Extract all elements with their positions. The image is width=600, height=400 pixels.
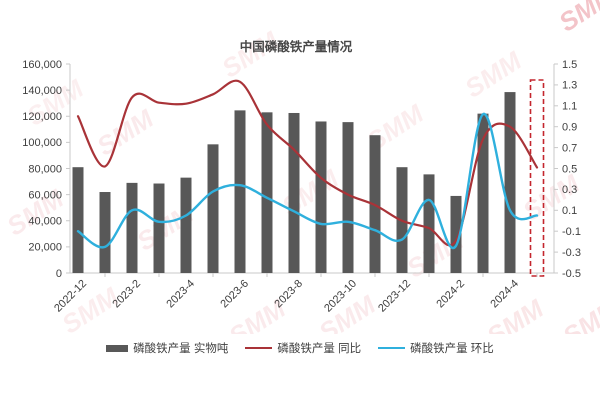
left-axis-tick-label: 60,000 <box>28 189 62 201</box>
left-axis-tick-label: 20,000 <box>28 242 62 254</box>
production-bar <box>288 112 300 273</box>
mom-line <box>76 112 539 250</box>
left-axis-tick-label: 40,000 <box>28 216 62 228</box>
smm-watermark: SMM <box>553 0 600 38</box>
production-bar <box>234 110 246 273</box>
legend-item-production: 磷酸铁产量 实物吨 <box>106 340 228 356</box>
forecast-highlight-box <box>529 79 545 277</box>
legend-label-mom: 磷酸铁产量 环比 <box>410 343 494 355</box>
right-axis-tick-label: 0.7 <box>562 142 577 154</box>
production-bar <box>450 195 462 273</box>
right-axis-tick-label: 1.5 <box>562 59 577 71</box>
production-bar <box>207 144 219 273</box>
left-axis-tick-label: 120,000 <box>22 111 62 123</box>
smm-watermark: SMM <box>216 25 284 84</box>
production-combo-chart: SMMSMMSMMSMMSMMSMMSMMSMMSMMSMMSMMSMMSMMS… <box>1 0 600 352</box>
production-bar <box>153 183 165 273</box>
x-axis-tick-label: 2024-2 <box>434 278 467 311</box>
production-bar <box>504 92 516 273</box>
right-axis-tick-label: 0.3 <box>562 184 577 196</box>
legend-label-production: 磷酸铁产量 实物吨 <box>133 343 229 355</box>
left-axis-tick-label: 100,000 <box>22 137 62 149</box>
legend-item-yoy: 磷酸铁产量 同比 <box>245 340 361 356</box>
production-bar <box>99 192 111 273</box>
right-axis-tick-label: -0.1 <box>562 226 581 238</box>
left-axis-tick-label: 160,000 <box>22 59 62 71</box>
production-bar <box>261 112 273 273</box>
production-bar <box>72 167 84 273</box>
smm-watermark: SMM <box>276 163 344 222</box>
production-bar <box>477 113 489 273</box>
right-axis-tick-label: 1.3 <box>562 80 577 92</box>
right-axis-tick-label: -0.5 <box>562 268 581 280</box>
right-axis-tick-label: 0.5 <box>562 163 577 175</box>
x-axis-tick-label: 2023-6 <box>218 278 251 311</box>
smm-watermark: SMM <box>459 45 527 104</box>
legend-item-mom: 磷酸铁产量 环比 <box>378 340 494 356</box>
chart-title: 中国磷酸铁产量情况 <box>240 39 353 54</box>
x-axis-tick-label: 2023-12 <box>376 278 413 315</box>
production-bar <box>315 121 327 273</box>
production-bar <box>180 177 192 273</box>
right-axis-tick-label: 0.9 <box>562 122 577 134</box>
left-axis-tick-label: 0 <box>56 268 62 280</box>
production-bar <box>126 182 138 273</box>
legend-label-yoy: 磷酸铁产量 同比 <box>277 343 362 355</box>
right-axis-tick-label: 1.1 <box>562 101 577 113</box>
right-axis-tick-label: -0.3 <box>562 247 581 259</box>
yoy-line-swatch-icon <box>245 346 273 350</box>
left-axis-tick-label: 80,000 <box>28 163 62 175</box>
x-axis-tick-label: 2023-8 <box>272 278 305 311</box>
legend: 磷酸铁产量 实物吨 磷酸铁产量 同比 磷酸铁产量 环比 <box>0 334 600 362</box>
production-bar <box>342 122 354 273</box>
right-axis-tick-label: 0.1 <box>562 205 577 217</box>
x-axis-tick-label: 2023-4 <box>164 278 197 311</box>
mom-line-swatch-icon <box>378 346 406 350</box>
smm-watermark: SMM <box>557 293 600 334</box>
bar-swatch-icon <box>106 344 129 352</box>
left-axis-tick-label: 140,000 <box>22 85 62 97</box>
production-bar <box>423 174 435 273</box>
